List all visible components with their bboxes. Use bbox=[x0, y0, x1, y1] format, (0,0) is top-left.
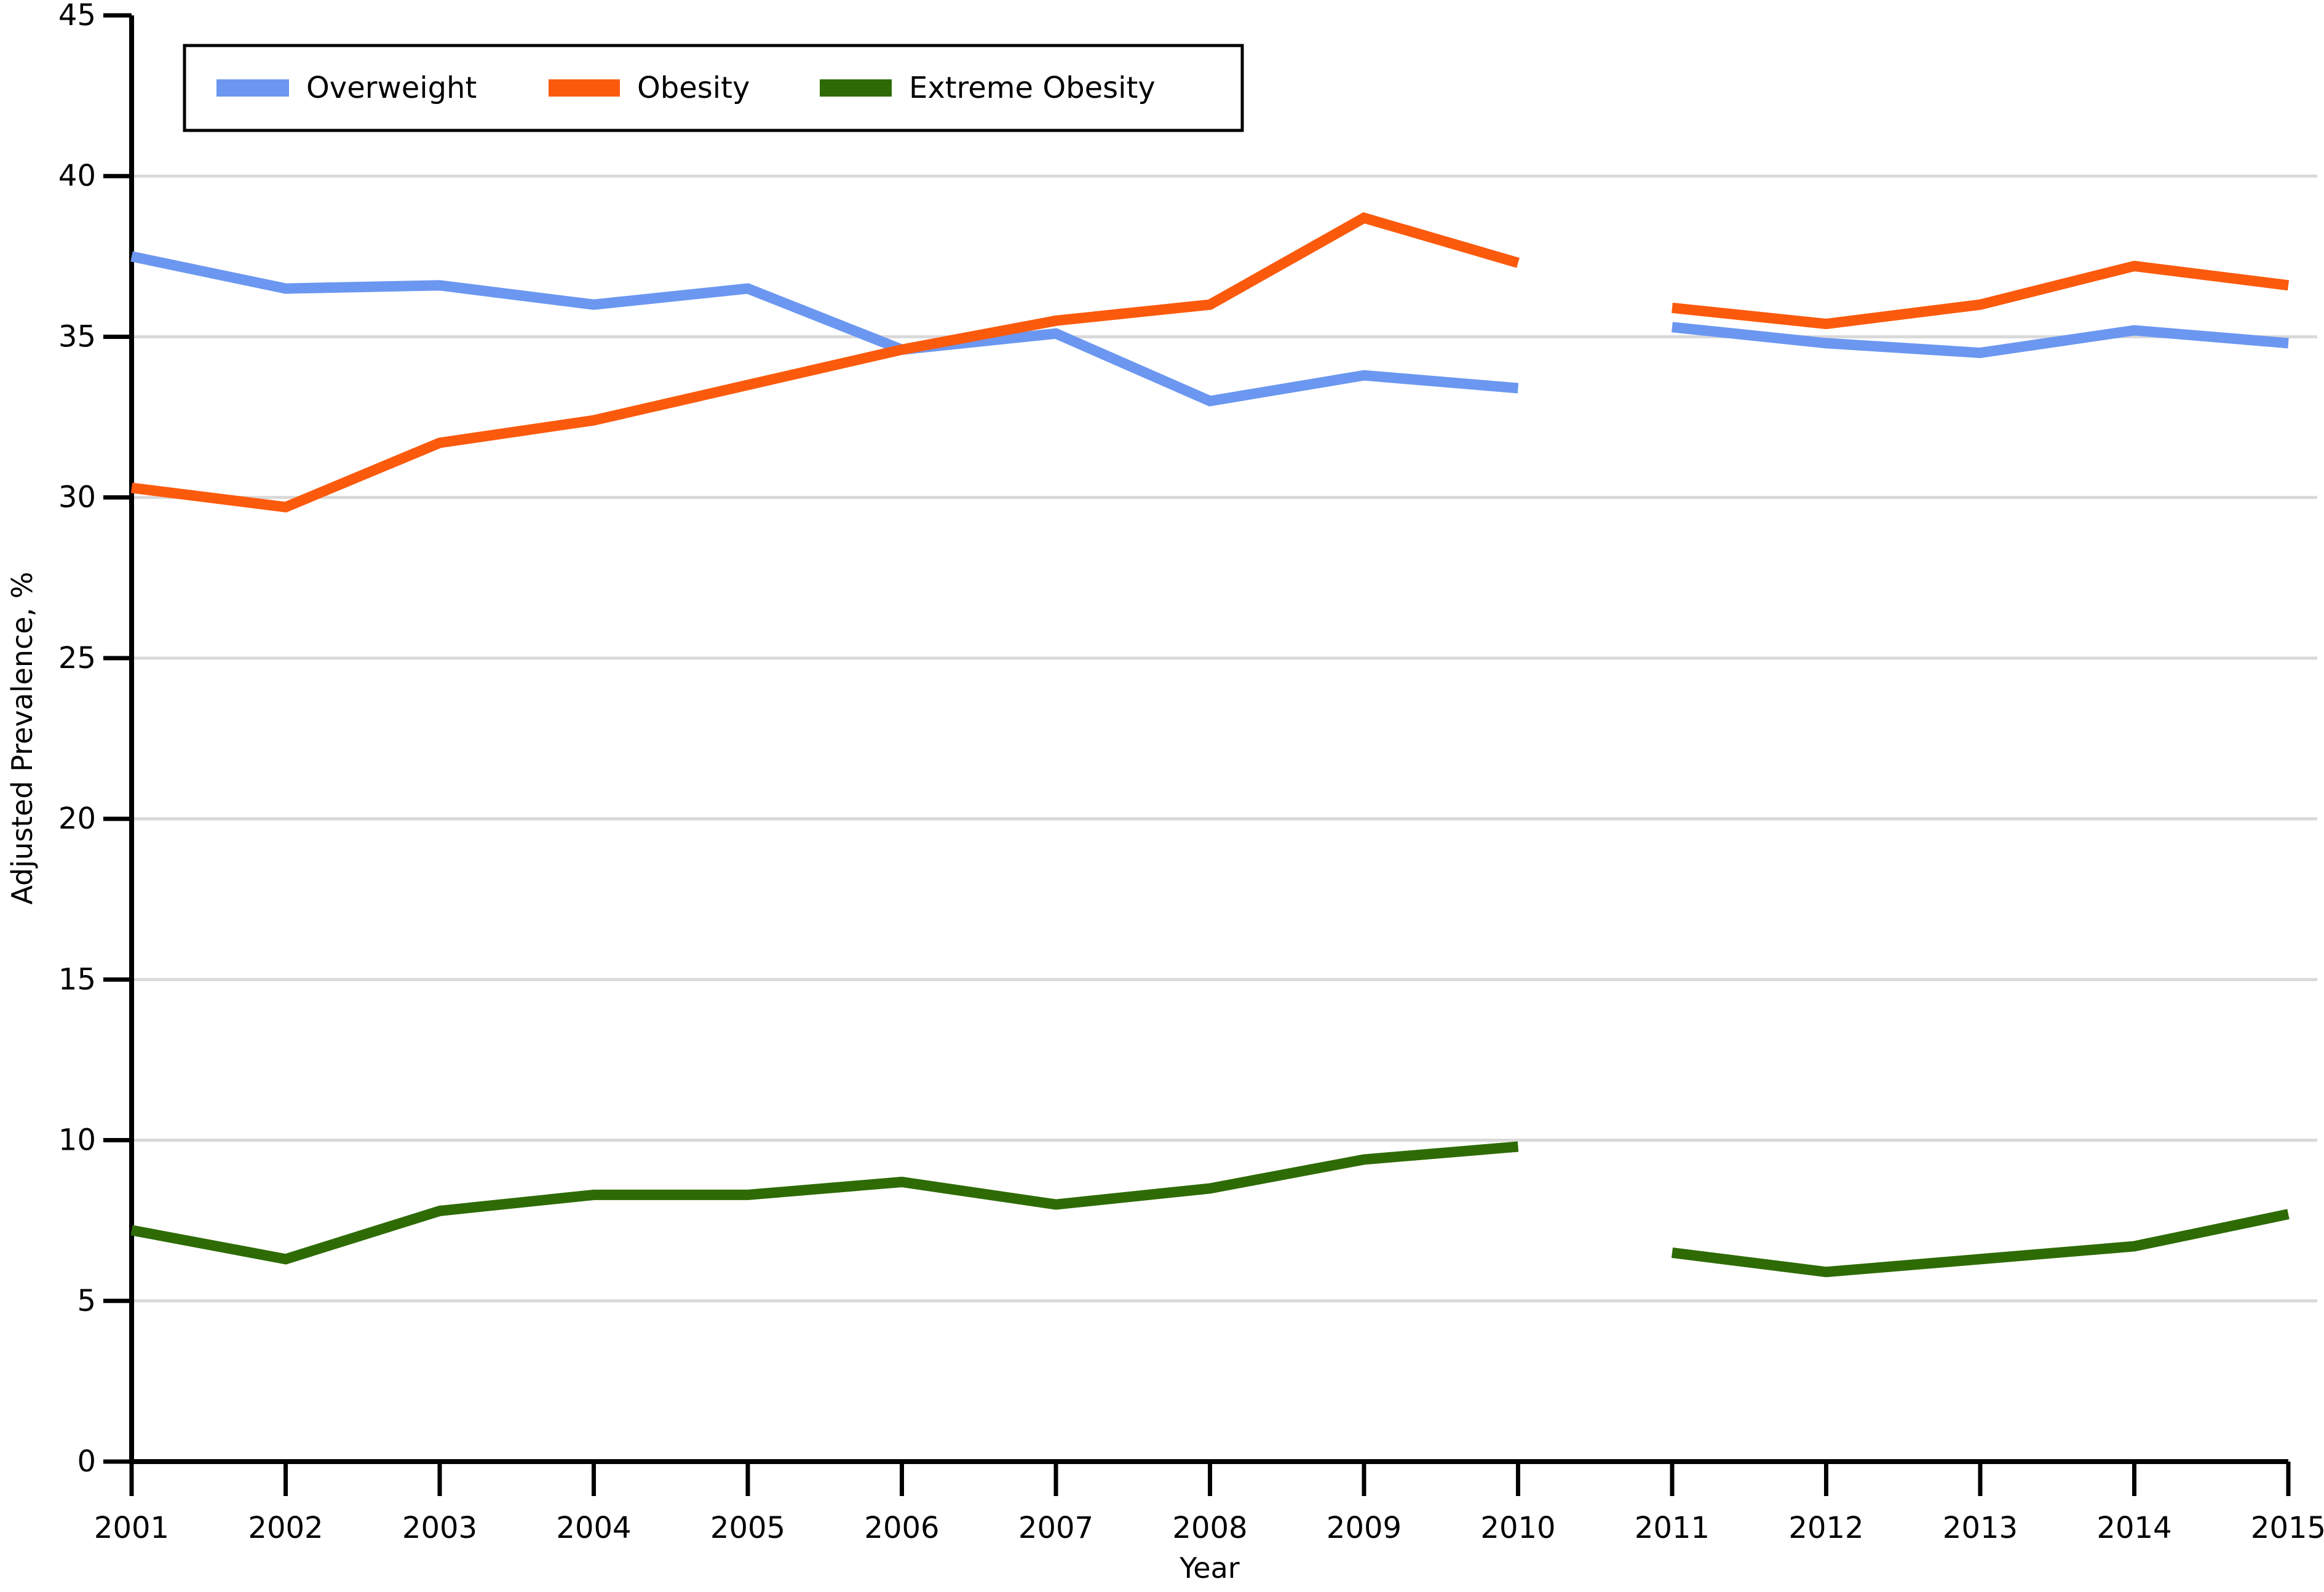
y-gridlines bbox=[132, 174, 2317, 1303]
series-line-extreme-obesity-seg1 bbox=[1671, 1209, 2290, 1278]
series-line-obesity-seg1 bbox=[1672, 260, 2290, 330]
series-line-obesity-seg0 bbox=[130, 212, 1520, 513]
y-tick-label-20: 20 bbox=[58, 802, 96, 836]
y-tick-label-30: 30 bbox=[58, 480, 96, 515]
y-tick-label-0: 0 bbox=[77, 1444, 96, 1479]
y-axis-title: Adjusted Prevalence, % bbox=[6, 571, 39, 904]
data-series-lines bbox=[130, 212, 2290, 1278]
y-tick-label-15: 15 bbox=[58, 962, 96, 997]
y-tick-label-35: 35 bbox=[58, 319, 96, 354]
series-line-extreme-obesity-seg0 bbox=[130, 1141, 1519, 1265]
legend-label-extreme-obesity: Extreme Obesity bbox=[909, 71, 1156, 105]
y-tick-label-45: 45 bbox=[58, 0, 96, 33]
x-tick-label-2007: 2007 bbox=[1018, 1511, 1093, 1545]
axes bbox=[103, 13, 2291, 1496]
legend-box bbox=[183, 44, 1244, 132]
series-line-overweight-seg0 bbox=[130, 251, 1519, 407]
x-tick-label-2002: 2002 bbox=[248, 1511, 323, 1545]
x-tick-label-2014: 2014 bbox=[2096, 1511, 2171, 1545]
y-tick-label-5: 5 bbox=[77, 1284, 96, 1318]
legend: Overweight Obesity Extreme Obesity bbox=[183, 44, 1244, 132]
y-tick-label-10: 10 bbox=[58, 1123, 96, 1158]
legend-label-overweight: Overweight bbox=[306, 71, 477, 105]
x-tick-label-2010: 2010 bbox=[1480, 1511, 1555, 1545]
y-tick-label-25: 25 bbox=[58, 641, 96, 675]
x-tick-label-2015: 2015 bbox=[2251, 1511, 2324, 1545]
x-tick-label-2003: 2003 bbox=[402, 1511, 477, 1545]
y-axis-tick-labels: 0 5 10 15 20 25 30 35 40 45 bbox=[58, 0, 96, 1479]
x-tick-label-2006: 2006 bbox=[864, 1511, 939, 1545]
x-tick-label-2001: 2001 bbox=[94, 1511, 169, 1545]
x-axis-title: Year bbox=[1179, 1551, 1239, 1585]
x-tick-label-2008: 2008 bbox=[1172, 1511, 1247, 1545]
x-tick-label-2005: 2005 bbox=[710, 1511, 785, 1545]
x-tick-label-2012: 2012 bbox=[1788, 1511, 1863, 1545]
x-tick-label-2013: 2013 bbox=[1943, 1511, 2018, 1545]
x-tick-label-2004: 2004 bbox=[556, 1511, 631, 1545]
x-tick-label-2011: 2011 bbox=[1635, 1511, 1710, 1545]
x-tick-label-2009: 2009 bbox=[1327, 1511, 1402, 1545]
x-axis-tick-labels: 2001 2002 2003 2004 2005 2006 2007 2008 2009 2010… bbox=[94, 1511, 2324, 1545]
legend-label-obesity: Obesity bbox=[637, 71, 750, 105]
series-line-overweight-seg1 bbox=[1672, 322, 2289, 359]
y-tick-label-40: 40 bbox=[58, 159, 96, 193]
